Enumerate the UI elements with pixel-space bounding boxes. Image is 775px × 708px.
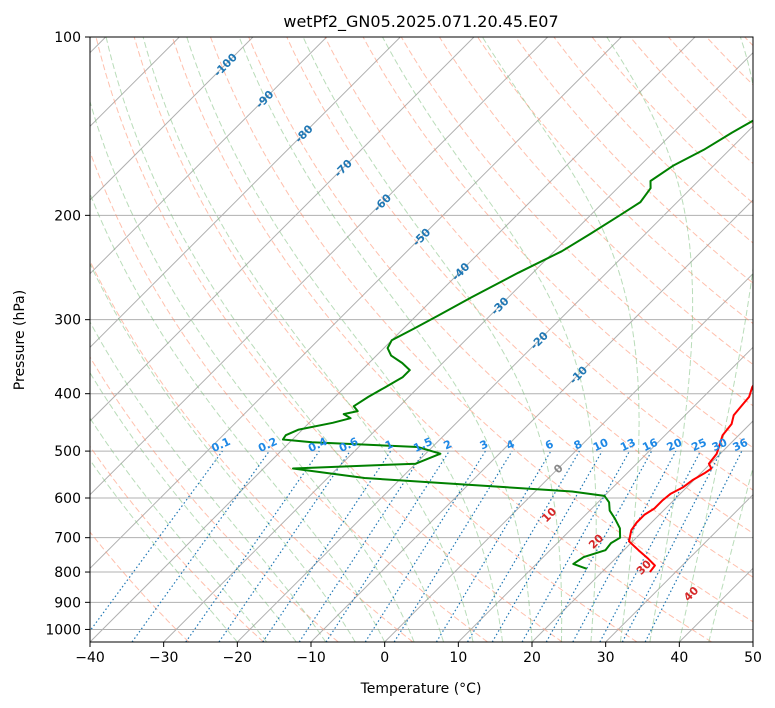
moist-adiabat-line (90, 99, 415, 642)
mixing-ratio-line (545, 450, 653, 642)
x-tick-label: 10 (449, 650, 467, 666)
mixing-ratio-line (466, 450, 580, 642)
isotherm-line (531, 420, 753, 642)
isotherm-line (90, 37, 549, 496)
mixing-ratio-label: 25 (689, 436, 708, 454)
dry-adiabat-line (90, 531, 190, 642)
x-tick-label: −30 (149, 650, 179, 666)
isotherm-line (90, 37, 328, 275)
isotherm-line (384, 272, 753, 642)
background-lines (90, 37, 753, 642)
moist-adiabat-line (90, 262, 356, 642)
mixing-ratio-line (393, 450, 513, 642)
mixing-ratio-label: 36 (731, 436, 751, 454)
mixing-ratio-line (572, 450, 677, 642)
isotherm-line (605, 493, 753, 642)
dry-adiabat-line (400, 37, 753, 407)
x-tick-label: 20 (523, 650, 541, 666)
y-tick-label: 700 (54, 531, 81, 547)
chart-title: wetPf2_GN05.2025.071.20.45.E07 (283, 12, 558, 32)
axes: −40 −30 −20 −10 0 10 20 30 40 50 100 200 300 400 500 60… (45, 30, 762, 666)
dry-adiabat-line (515, 37, 753, 284)
dry-adiabat-line (286, 37, 753, 534)
dry-adiabat-line (248, 37, 753, 578)
moist-adiabat-line (382, 37, 597, 642)
y-tick-label: 200 (54, 208, 81, 224)
moist-adiabat-line (90, 417, 268, 642)
isotherm-line (163, 51, 753, 642)
isotherm-line (457, 346, 753, 642)
mixing-ratio-label: 10 (591, 436, 611, 454)
x-tick-label: 40 (670, 650, 688, 666)
x-tick-label: −20 (223, 650, 253, 666)
moist-adiabat-line (105, 37, 445, 642)
y-tick-label: 600 (54, 491, 81, 507)
moist-adiabat-line (90, 371, 297, 642)
y-tick-label: 800 (54, 565, 81, 581)
mixing-ratio-line (218, 450, 351, 642)
x-tick-label: 50 (744, 650, 762, 666)
mixing-ratio-line (435, 450, 552, 642)
mixing-ratio-label: 30 (710, 436, 730, 454)
mixing-ratio-line (185, 450, 320, 642)
dry-adiabat-line (90, 259, 414, 642)
x-axis-label: Temperature (°C) (360, 681, 482, 697)
dry-adiabat-line (90, 356, 339, 642)
y-axis-label: Pressure (hPa) (12, 290, 28, 390)
x-tick-label: 30 (597, 650, 615, 666)
moist-adiabat-line (302, 37, 563, 642)
temperature-profile-line (628, 384, 753, 573)
moist-adiabat-line (481, 37, 640, 642)
mixing-ratio-label: 16 (640, 436, 660, 454)
dewpoint-profile-line (281, 119, 753, 570)
y-tick-label: 900 (54, 595, 81, 611)
y-tick-label: 400 (54, 387, 81, 403)
x-tick-label: 0 (380, 650, 389, 666)
dry-adiabat-line (133, 37, 638, 642)
moist-adiabat-line (90, 192, 386, 642)
dry-adiabat-line (210, 37, 753, 623)
moist-adiabat-line (678, 37, 753, 642)
y-tick-label: 1000 (45, 622, 81, 638)
mixing-ratio-line (521, 450, 631, 642)
moist-adiabat-line (186, 37, 503, 642)
mixing-ratio-line (491, 450, 603, 642)
moist-adiabat-line (142, 37, 474, 642)
dry-adiabat-line (438, 37, 753, 366)
x-tick-label: −40 (75, 650, 105, 666)
isotherm-line (90, 37, 622, 570)
mixing-ratio-line (364, 450, 486, 642)
isotherm-line (236, 125, 753, 642)
y-tick-label: 300 (54, 313, 81, 329)
mixing-ratio-label: 20 (665, 436, 685, 454)
dry-adiabat-line (90, 150, 488, 642)
x-tick-label: −10 (296, 650, 326, 666)
moist-adiabat-line (90, 459, 238, 642)
isotherm-line (90, 37, 401, 349)
profile-lines (281, 119, 753, 573)
y-tick-label: 100 (54, 30, 81, 46)
isotherm-line (90, 37, 254, 201)
moist-adiabat-line (606, 37, 694, 642)
plot-frame (89, 36, 754, 643)
isotherm-line (90, 37, 475, 422)
dry-adiabat-line (90, 445, 264, 642)
y-tick-label: 500 (54, 444, 81, 460)
dry-adiabat-line (95, 37, 563, 642)
mixing-ratio-label: 13 (618, 436, 637, 454)
